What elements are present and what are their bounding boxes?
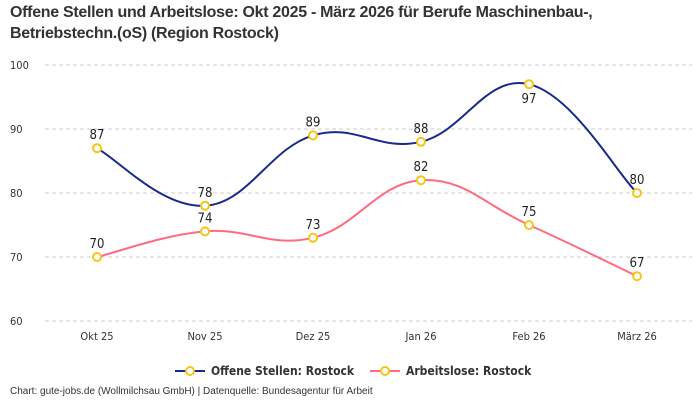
y-tick-label: 70 [10,251,23,264]
data-label: 87 [90,128,105,143]
chart-title: Offene Stellen und Arbeitslose: Okt 2025… [10,4,593,42]
data-label: 89 [306,115,321,130]
data-label: 75 [522,205,537,220]
data-point [416,175,426,186]
data-label: 67 [630,256,645,271]
data-point [524,79,534,90]
x-tick-label: Jan 26 [405,330,437,343]
legend-marker [185,366,195,376]
x-tick-label: März 26 [617,330,657,343]
data-point [632,271,642,282]
legend-label: Offene Stellen: Rostock [211,364,355,378]
data-point [92,143,102,154]
data-label: 70 [90,237,105,252]
legend-label: Arbeitslose: Rostock [406,364,532,378]
x-tick-label: Feb 26 [512,330,545,343]
x-tick-label: Nov 25 [187,330,222,343]
x-tick-label: Dez 25 [296,330,331,343]
data-point [92,252,102,262]
y-tick-label: 100 [10,59,29,72]
data-point [524,220,534,230]
series-line-1 [96,179,638,278]
data-point [200,200,210,211]
data-label: 74 [198,211,213,226]
y-tick-label: 90 [10,123,23,136]
series-line-0 [96,81,638,207]
data-label: 97 [522,92,537,107]
data-point [416,136,426,147]
data-label: 78 [198,186,213,201]
legend-marker [380,366,390,376]
data-point [308,130,318,141]
data-point [632,188,642,198]
data-label: 82 [414,160,429,175]
data-label: 88 [414,122,429,137]
y-tick-label: 80 [10,187,23,200]
x-tick-label: Okt 25 [80,330,113,343]
data-label: 80 [630,173,645,188]
data-point [308,232,318,243]
credit: Chart: gute-jobs.de (Wollmilchsau GmbH) … [10,386,373,397]
y-tick-label: 60 [10,315,23,328]
data-label: 73 [306,218,321,233]
data-point [200,226,210,237]
